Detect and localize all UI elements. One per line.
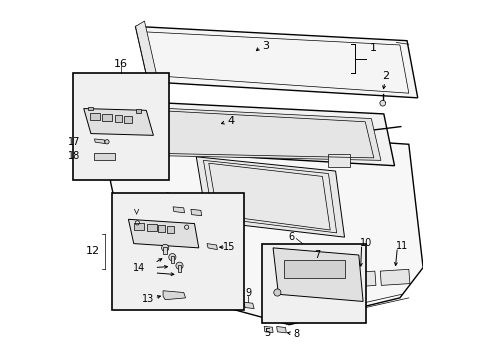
Polygon shape (196, 157, 344, 237)
Polygon shape (163, 291, 185, 300)
Bar (135, 109, 141, 113)
Polygon shape (244, 302, 254, 309)
Polygon shape (135, 26, 417, 98)
Bar (134, 223, 144, 230)
Bar (328, 154, 349, 167)
Polygon shape (94, 139, 105, 144)
Bar (170, 256, 174, 263)
Text: 9: 9 (244, 288, 251, 297)
Text: 8: 8 (293, 329, 299, 339)
Polygon shape (128, 219, 198, 248)
Text: 16: 16 (114, 59, 128, 69)
Text: 2: 2 (381, 71, 388, 81)
Polygon shape (276, 327, 285, 333)
Text: 13: 13 (142, 294, 154, 303)
Circle shape (104, 140, 109, 144)
Polygon shape (347, 271, 375, 287)
Bar (94, 153, 115, 160)
Polygon shape (190, 209, 201, 216)
Bar (115, 115, 122, 122)
Text: 6: 6 (287, 232, 293, 242)
Polygon shape (380, 269, 409, 285)
Polygon shape (148, 108, 380, 160)
Polygon shape (206, 244, 217, 249)
Text: 5: 5 (264, 328, 270, 338)
Text: 15: 15 (223, 242, 235, 252)
Circle shape (379, 100, 385, 106)
Bar (112, 193, 244, 310)
Polygon shape (134, 102, 394, 166)
Text: 12: 12 (85, 247, 100, 256)
Bar (262, 244, 365, 323)
Text: 3: 3 (261, 41, 268, 51)
Bar (73, 73, 169, 180)
Polygon shape (110, 125, 422, 325)
Bar (158, 225, 165, 232)
Polygon shape (83, 109, 153, 135)
Bar (163, 247, 166, 254)
Bar (177, 265, 181, 272)
Text: 17: 17 (68, 137, 80, 147)
Polygon shape (135, 21, 157, 82)
Text: 14: 14 (133, 262, 145, 273)
Circle shape (176, 262, 183, 269)
Circle shape (168, 253, 176, 261)
Text: 4: 4 (227, 116, 234, 126)
Circle shape (162, 244, 168, 251)
Bar (102, 114, 112, 121)
Text: 10: 10 (359, 238, 371, 248)
Circle shape (273, 289, 281, 296)
Bar (88, 107, 93, 111)
Bar (146, 224, 156, 231)
Polygon shape (272, 248, 363, 301)
Text: 18: 18 (68, 151, 80, 161)
Bar (283, 260, 344, 278)
Text: 7: 7 (314, 250, 320, 260)
Bar (166, 226, 174, 233)
Circle shape (148, 106, 153, 111)
Text: 11: 11 (395, 241, 407, 251)
Polygon shape (264, 327, 272, 333)
Bar (123, 116, 131, 123)
Bar (90, 113, 100, 120)
Text: 1: 1 (369, 43, 377, 53)
Polygon shape (173, 207, 184, 213)
